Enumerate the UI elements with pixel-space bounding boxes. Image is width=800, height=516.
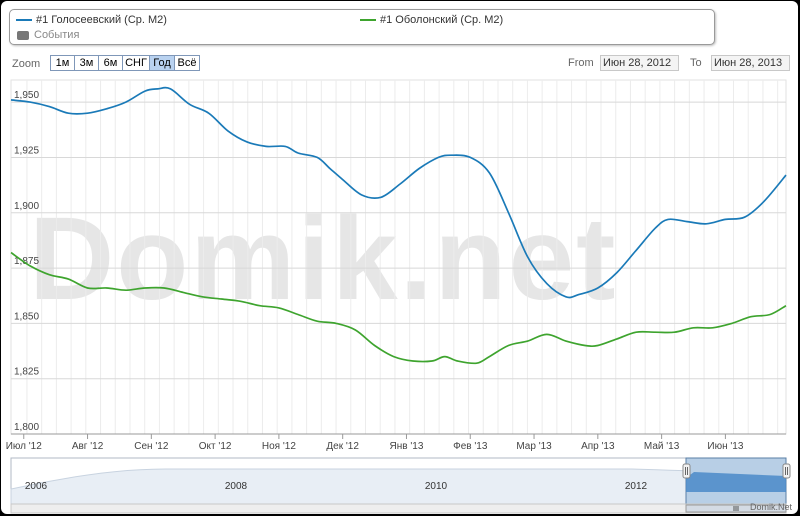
to-label: To (690, 57, 702, 69)
navigator: 2006 2008 2010 2012 (10, 457, 791, 514)
navigator-handle-left (682, 463, 691, 479)
y-tick-label: 1,900 (14, 201, 39, 212)
x-tick-label: Ноя '12 (262, 441, 296, 452)
x-tick-label: Сен '12 (134, 441, 169, 452)
y-tick-label: 1,925 (14, 145, 39, 156)
x-axis: Июл '12 Авг '12 Сен '12 Окт '12 Ноя '12 Дек '… (6, 433, 786, 452)
grid (10, 79, 787, 435)
navigator-year-label: 2006 (25, 481, 48, 492)
from-date-input[interactable]: Июн 28, 2012 (600, 55, 679, 71)
legend-label: #1 Оболонский (Ср. М2) (380, 14, 504, 26)
zoom-button-0[interactable]: 1м (50, 55, 75, 71)
series-line-1 (10, 251, 787, 365)
series-line-0 (10, 86, 787, 299)
legend-item-obolonsky[interactable]: #1 Оболонский (Ср. М2) (360, 14, 503, 26)
zoom-button-2[interactable]: 6м (98, 55, 123, 71)
credit-text: Domik.Net (749, 502, 792, 512)
zoom-label: Zoom (12, 58, 41, 70)
x-tick-label: Янв '13 (390, 441, 424, 452)
x-tick-label: Июн '13 (707, 441, 743, 452)
zoom-button-3[interactable]: СНГ (122, 55, 150, 71)
x-tick-label: Фев '13 (453, 441, 488, 452)
y-axis: 1,950 1,925 1,900 1,875 1,850 1,825 1,800 (14, 90, 39, 433)
x-tick-label: Дек '12 (326, 441, 359, 452)
legend-item-golosievsky[interactable]: #1 Голосеевский (Ср. М2) (16, 14, 167, 26)
from-label: From (568, 57, 594, 69)
zoom-button-1[interactable]: 3м (74, 55, 99, 71)
legend: #1 Голосеевский (Ср. М2) #1 Оболонский (… (9, 9, 715, 45)
y-tick-label: 1,875 (14, 256, 39, 267)
navigator-handle-right (782, 463, 791, 479)
legend-line-icon (16, 19, 32, 22)
navigator-year-label: 2010 (425, 481, 448, 492)
legend-label: События (34, 29, 80, 41)
navigator-scrollbar (10, 503, 787, 514)
watermark: Domik.net (29, 193, 618, 325)
y-tick-label: 1,950 (14, 90, 39, 101)
series-layer (10, 86, 787, 365)
legend-label: #1 Голосеевский (Ср. М2) (36, 14, 167, 26)
x-tick-label: Май '13 (644, 441, 680, 452)
y-tick-label: 1,850 (14, 311, 39, 322)
x-tick-label: Июл '12 (6, 441, 43, 452)
to-date-input[interactable]: Июн 28, 2013 (711, 55, 790, 71)
legend-line-icon (360, 19, 376, 22)
x-tick-label: Авг '12 (72, 441, 104, 452)
y-tick-label: 1,800 (14, 422, 39, 433)
x-tick-label: Апр '13 (581, 441, 615, 452)
y-tick-label: 1,825 (14, 367, 39, 378)
legend-item-events[interactable]: События (17, 29, 79, 41)
zoom-button-5[interactable]: Всё (174, 55, 200, 71)
zoom-button-4[interactable]: Год (149, 55, 175, 71)
navigator-selection-series (686, 472, 786, 492)
navigator-area (10, 468, 787, 505)
navigator-year-label: 2008 (225, 481, 248, 492)
events-flag-icon (17, 30, 29, 40)
navigator-year-label: 2012 (625, 481, 648, 492)
plot-area (10, 79, 787, 435)
x-tick-label: Мар '13 (516, 441, 552, 452)
x-tick-label: Окт '12 (199, 441, 232, 452)
